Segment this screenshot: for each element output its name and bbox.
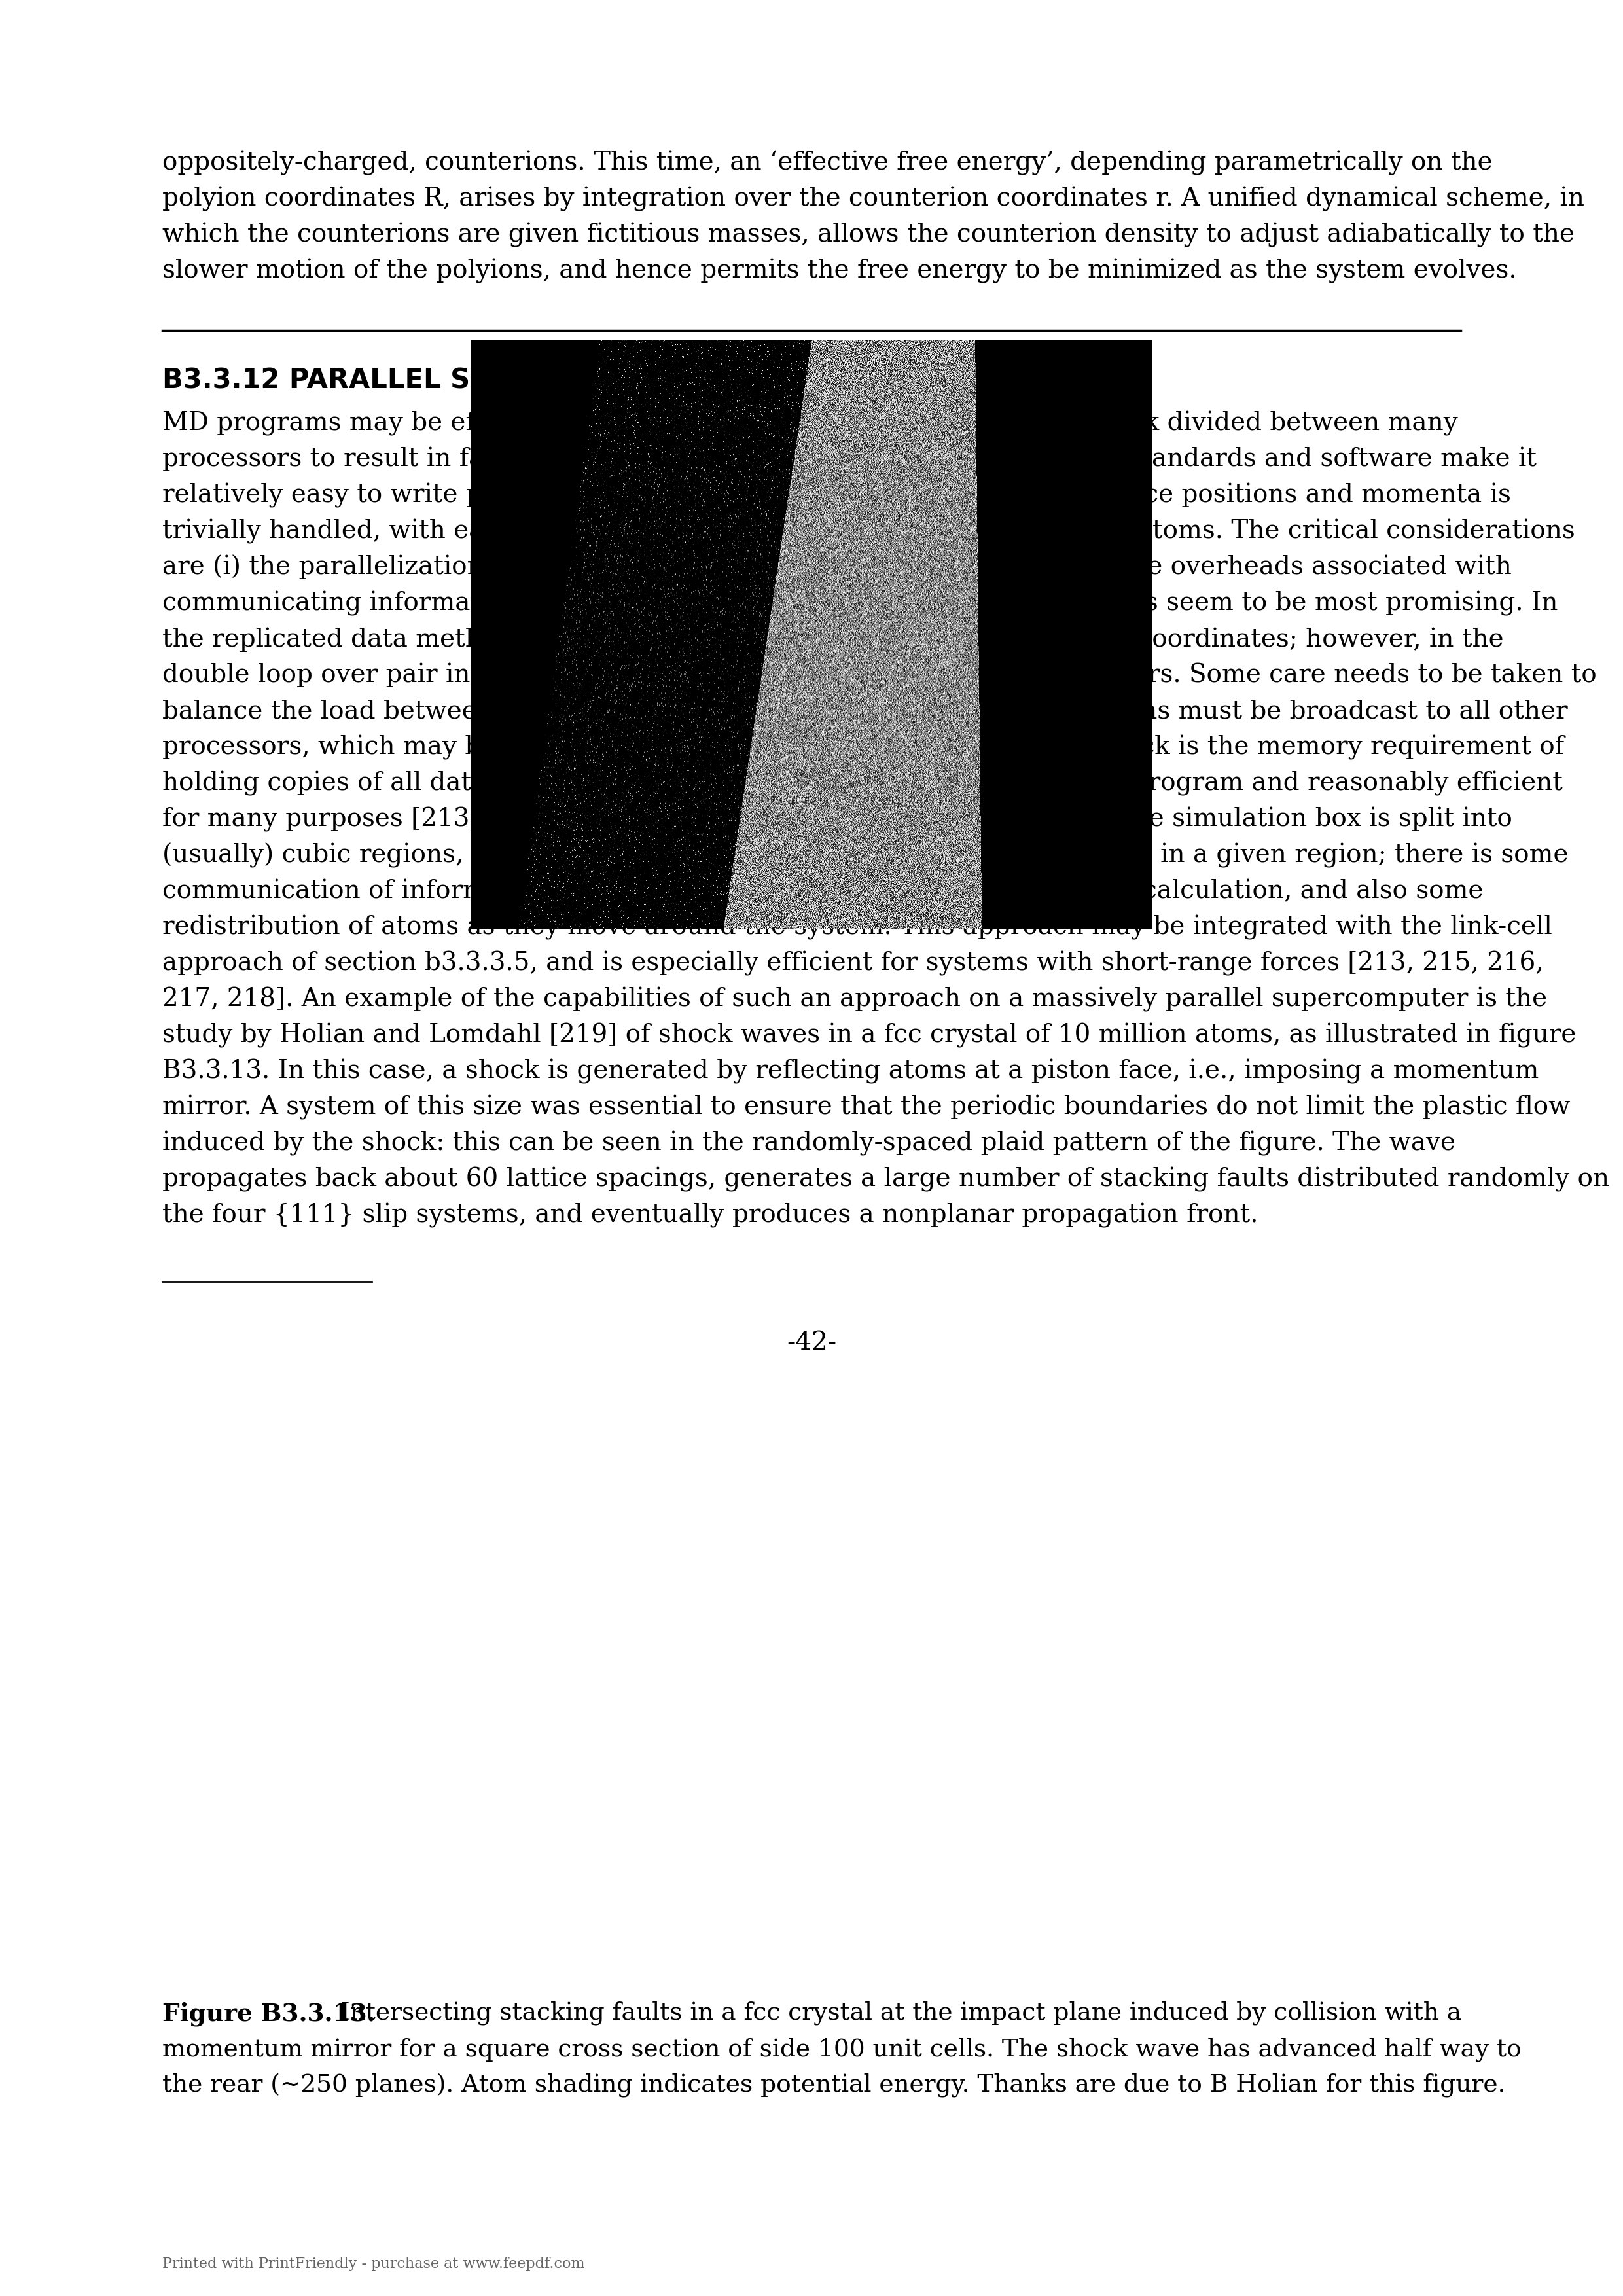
Text: approach of section b3.3.3.5, and is especially efficient for systems with short: approach of section b3.3.3.5, and is esp… (162, 951, 1543, 976)
Text: propagates back about 60 lattice spacings, generates a large number of stacking : propagates back about 60 lattice spacing… (162, 1166, 1610, 1192)
Text: balance the load between processors, and the results of the force calculations m: balance the load between processors, and… (162, 698, 1568, 723)
Text: which the counterions are given fictitious masses, allows the counterion density: which the counterions are given fictitio… (162, 223, 1574, 248)
Text: processors, which may be time-consuming, but perhaps the biggest drawback is the: processors, which may be time-consuming,… (162, 735, 1565, 760)
Text: mirror. A system of this size was essential to ensure that the periodic boundari: mirror. A system of this size was essent… (162, 1095, 1569, 1120)
Text: B3.3.12 PARALLEL SIMULATIONS: B3.3.12 PARALLEL SIMULATIONS (162, 367, 661, 395)
Text: Intersecting stacking faults in a fcc crystal at the impact plane induced by col: Intersecting stacking faults in a fcc cr… (333, 2002, 1461, 2025)
Text: processors to result in faster execution. Well established message-passing stand: processors to result in faster execution… (162, 448, 1537, 473)
Text: the rear (~250 planes). Atom shading indicates potential energy. Thanks are due : the rear (~250 planes). Atom shading ind… (162, 2073, 1506, 2099)
Text: oppositely-charged, counterions. This time, an ‘effective free energy’, dependin: oppositely-charged, counterions. This ti… (162, 152, 1493, 174)
Text: relatively easy to write portable and efficient codes. The algorithm to advance : relatively easy to write portable and ef… (162, 482, 1511, 507)
Text: communicating information between processors. Two general methodologies seem to : communicating information between proces… (162, 590, 1558, 615)
Text: slower motion of the polyions, and hence permits the free energy to be minimized: slower motion of the polyions, and hence… (162, 259, 1518, 282)
Text: holding copies of all data on all nodes. Nonetheless, this method is easy to pro: holding copies of all data on all nodes.… (162, 771, 1563, 797)
Text: 217, 218]. An example of the capabilities of such an approach on a massively par: 217, 218]. An example of the capabilitie… (162, 987, 1547, 1013)
Text: Printed with PrintFriendly - purchase at www.feepdf.com: Printed with PrintFriendly - purchase at… (162, 2257, 584, 2271)
Text: the four {111} slip systems, and eventually produces a nonplanar propagation fro: the four {111} slip systems, and eventua… (162, 1203, 1258, 1228)
Text: -42-: -42- (787, 1332, 836, 1355)
Text: redistribution of atoms as they move around the system. This approach may be int: redistribution of atoms as they move aro… (162, 916, 1552, 939)
Text: (usually) cubic regions, and each processor is responsible only for the atoms in: (usually) cubic regions, and each proces… (162, 843, 1568, 868)
Text: Figure B3.3.13.: Figure B3.3.13. (162, 2002, 375, 2025)
Text: B3.3.13. In this case, a shock is generated by reflecting atoms at a piston face: B3.3.13. In this case, a shock is genera… (162, 1058, 1539, 1084)
Text: are (i) the parallelization of the time-consuming force calculation, and (ii) th: are (i) the parallelization of the time-… (162, 556, 1511, 581)
Text: polyion coordinates R, arises by integration over the counterion coordinates r. : polyion coordinates R, arises by integra… (162, 186, 1584, 211)
Text: communication of information from neighbouring domains before the force calculat: communication of information from neighb… (162, 879, 1483, 905)
Text: MD programs may be efficiently parallelized, that is, the computational work div: MD programs may be efficiently paralleli… (162, 411, 1457, 436)
Text: double loop over pair interactions, each processor deals with a subset of pairs.: double loop over pair interactions, each… (162, 664, 1597, 687)
Text: induced by the shock: this can be seen in the randomly-spaced plaid pattern of t: induced by the shock: this can be seen i… (162, 1132, 1456, 1155)
Text: momentum mirror for a square cross section of side 100 unit cells. The shock wav: momentum mirror for a square cross secti… (162, 2037, 1521, 2062)
Text: for many purposes [213, 214, 215]. In the domain decomposition method, the simul: for many purposes [213, 214, 215]. In th… (162, 806, 1513, 831)
Text: study by Holian and Lomdahl [219] of shock waves in a fcc crystal of 10 million : study by Holian and Lomdahl [219] of sho… (162, 1024, 1576, 1047)
Text: the replicated data method, all the processors hold copies of all the atomic coo: the replicated data method, all the proc… (162, 627, 1503, 652)
Text: trivially handled, with each processor being responsible for a subset of the ato: trivially handled, with each processor b… (162, 519, 1574, 544)
